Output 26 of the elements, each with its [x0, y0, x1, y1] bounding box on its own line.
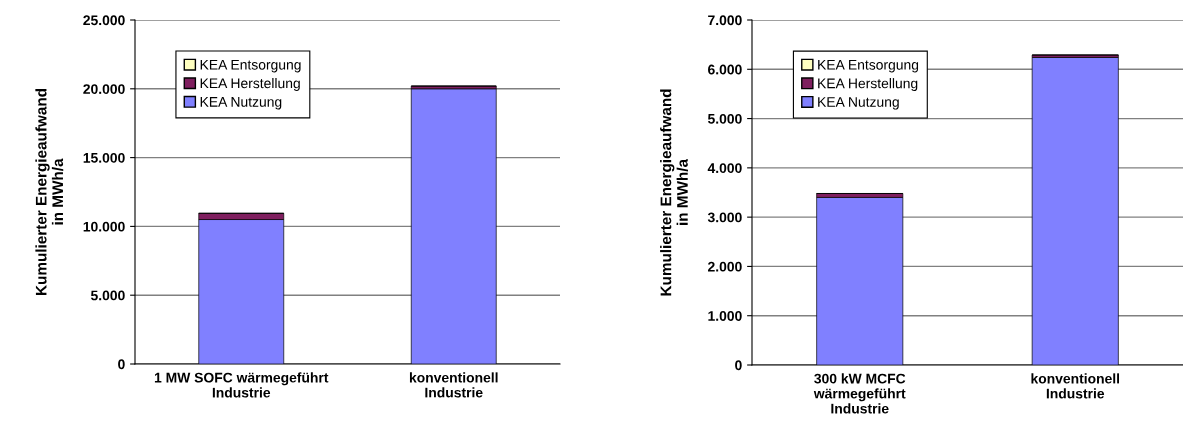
y-tick-label: 20.000 [83, 84, 125, 94]
legend-label: KEA Herstellung [200, 78, 300, 91]
legend-label: KEA Entsorgung [200, 59, 301, 73]
y-tick-label: 0 [118, 359, 125, 370]
x-tick-label: 1 MW SOFC wärmegeführt Industrie [154, 372, 329, 398]
y-tick-label: 5.000 [90, 290, 125, 301]
x-tick-label: konventionell Industrie [409, 372, 498, 398]
y-tick-label: 0 [735, 360, 742, 371]
x-tick-label: konventionell Industrie [1031, 373, 1120, 399]
legend-label: KEA Nutzung [818, 97, 899, 110]
y-tick-label: 3.000 [707, 212, 742, 223]
legend-label: KEA Entsorgung [818, 60, 919, 73]
legend-label: KEA Herstellung [818, 78, 918, 92]
legend-label: KEA Nutzung [200, 97, 282, 110]
y-tick-label: 1.000 [708, 311, 742, 321]
y-tick-label: 15.000 [83, 152, 125, 163]
y-tick-label: 10.000 [83, 221, 125, 232]
x-tick-label: 300 kW MCFC wärmegeführt Industrie [813, 373, 906, 414]
y-tick-label: 7.000 [708, 15, 742, 26]
y-tick-label: 25.000 [83, 15, 125, 26]
y-tick-label: 2.000 [708, 261, 742, 272]
y-axis-title: Kumulierter Energieaufwand in MWh/a [660, 89, 688, 296]
y-tick-label: 6.000 [708, 64, 742, 75]
y-tick-label: 4.000 [707, 163, 742, 174]
y-tick-label: 5.000 [707, 113, 742, 124]
y-axis-title: Kumulierter Energieaufwand in MWh/a [35, 89, 64, 295]
